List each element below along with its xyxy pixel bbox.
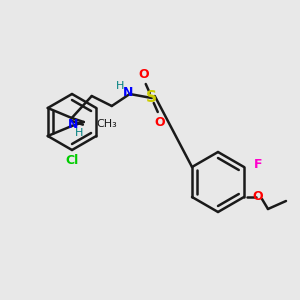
Text: O: O: [252, 190, 262, 203]
Text: N: N: [68, 118, 78, 131]
Text: N: N: [123, 85, 133, 98]
Text: F: F: [254, 158, 262, 170]
Text: O: O: [154, 116, 165, 128]
Text: H: H: [116, 81, 124, 91]
Text: H: H: [75, 128, 83, 138]
Text: Cl: Cl: [65, 154, 79, 167]
Text: O: O: [138, 68, 149, 80]
Text: CH₃: CH₃: [97, 119, 118, 129]
Text: S: S: [146, 91, 157, 106]
